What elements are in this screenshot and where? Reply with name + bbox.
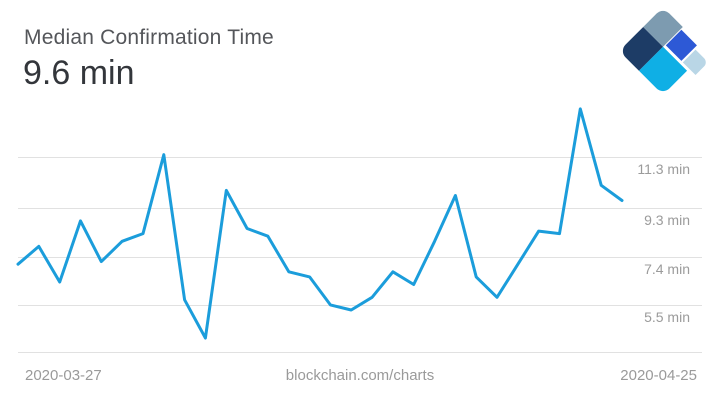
y-axis-label: 7.4 min (644, 261, 690, 277)
y-axis-label: 11.3 min (637, 161, 690, 177)
x-axis-start-date: 2020-03-27 (25, 367, 102, 384)
y-axis-label: 5.5 min (644, 309, 690, 325)
y-axis-label: 9.3 min (644, 212, 690, 228)
chart-current-value: 9.6 min (23, 54, 135, 92)
watermark: blockchain.com/charts (285, 367, 435, 384)
chart-title: Median Confirmation Time (24, 26, 274, 49)
x-axis-end-date: 2020-04-25 (620, 367, 697, 384)
chart-line-series (16, 107, 624, 340)
